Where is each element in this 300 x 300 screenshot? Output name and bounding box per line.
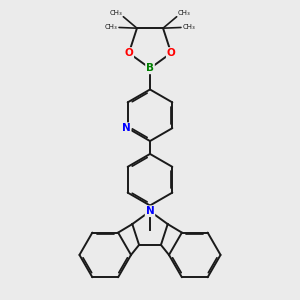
Text: B: B (146, 63, 154, 74)
Text: O: O (167, 48, 176, 58)
Text: N: N (146, 206, 154, 216)
Text: CH₃: CH₃ (104, 25, 117, 31)
Text: CH₃: CH₃ (183, 25, 196, 31)
Text: N: N (122, 123, 130, 133)
Text: CH₃: CH₃ (109, 10, 122, 16)
Text: O: O (124, 48, 133, 58)
Text: CH₃: CH₃ (178, 10, 191, 16)
